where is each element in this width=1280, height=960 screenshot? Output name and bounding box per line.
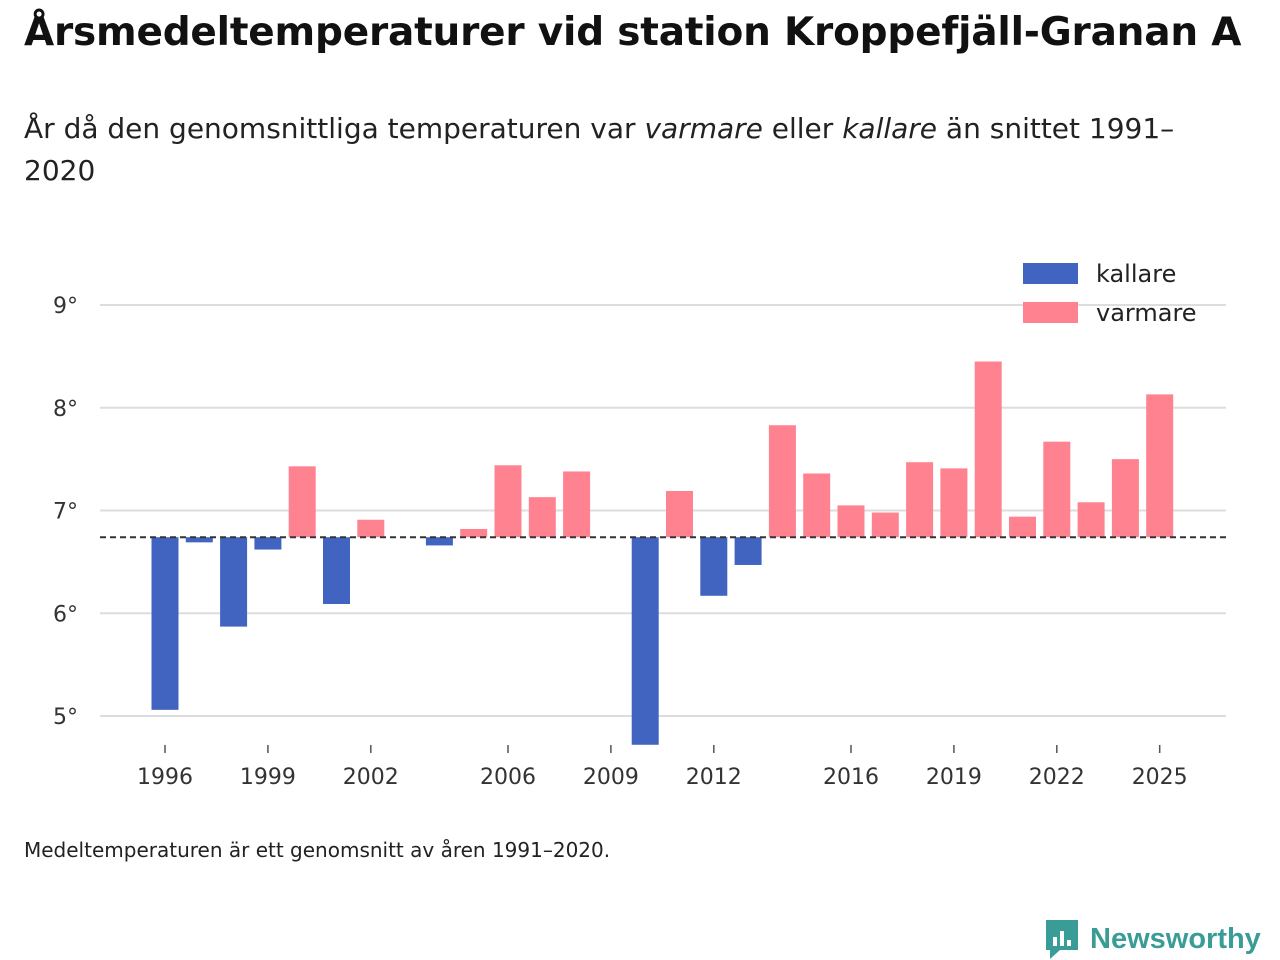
chart-title: Årsmedeltemperaturer vid station Kroppef… xyxy=(24,10,1242,55)
bar-2024 xyxy=(1111,459,1139,538)
x-tick-label: 2002 xyxy=(343,765,399,790)
y-tick-label: 5° xyxy=(53,705,78,730)
bar-2006 xyxy=(494,465,522,538)
bar-1996 xyxy=(151,537,179,710)
bar-2020 xyxy=(974,361,1002,538)
chart-note: Medeltemperaturen är ett genomsnitt av å… xyxy=(24,838,611,862)
subtitle-part-2: eller xyxy=(762,112,843,145)
newsworthy-logo-icon xyxy=(1046,920,1078,959)
x-tick-label: 2022 xyxy=(1029,765,1085,790)
bar-2021 xyxy=(1009,516,1036,538)
bar-2001 xyxy=(323,537,350,605)
x-tick-label: 2019 xyxy=(926,765,982,790)
bar-2010 xyxy=(631,537,659,745)
y-tick-label: 6° xyxy=(53,602,78,627)
x-tick-label: 2012 xyxy=(686,765,742,790)
bar-2002 xyxy=(357,519,385,538)
y-tick-label: 9° xyxy=(53,294,78,319)
brand-name: Newsworthy xyxy=(1090,922,1261,955)
legend-swatch-kallare xyxy=(1023,263,1078,284)
bar-2011 xyxy=(666,490,693,538)
x-tick-label: 1996 xyxy=(137,765,193,790)
newsworthy-brand[interactable]: Newsworthy xyxy=(1044,918,1261,960)
bar-2017 xyxy=(871,512,899,538)
y-tick-label: 8° xyxy=(53,397,78,422)
bar-1998 xyxy=(220,537,248,627)
bar-2023 xyxy=(1077,502,1105,538)
legend-swatch-varmare xyxy=(1023,302,1078,323)
x-tick-label: 2016 xyxy=(823,765,879,790)
bar-2005 xyxy=(460,528,488,538)
bar-2018 xyxy=(906,462,934,538)
subtitle-part-3: än snittet 1991–2020 xyxy=(24,112,1175,187)
bar-2015 xyxy=(803,473,831,538)
y-tick-label: 7° xyxy=(53,500,78,525)
bar-2022 xyxy=(1043,441,1071,538)
x-tick-label: 2025 xyxy=(1132,765,1188,790)
bar-2013 xyxy=(734,537,762,565)
subtitle-kallare: kallare xyxy=(842,112,938,145)
bar-1997 xyxy=(185,537,213,543)
subtitle-varmare: varmare xyxy=(644,112,763,145)
bar-2004 xyxy=(425,537,453,546)
bar-2007 xyxy=(528,497,556,538)
chart-subtitle: År då den genomsnittliga temperaturen va… xyxy=(24,108,1224,192)
bar-2016 xyxy=(837,505,865,538)
bar-2014 xyxy=(768,425,796,538)
legend-label-varmare: varmare xyxy=(1096,299,1197,327)
legend-label-kallare: kallare xyxy=(1096,260,1176,288)
x-tick-label: 1999 xyxy=(240,765,296,790)
bar-2012 xyxy=(700,537,728,596)
bar-1999 xyxy=(254,537,282,550)
bar-2000 xyxy=(288,466,316,538)
x-tick-label: 2006 xyxy=(480,765,536,790)
bar-chart: 5° 6° 7° 8° 9° 1996 1999 2002 2006 2009 2012 2016 20… xyxy=(53,260,1226,790)
bar-2025 xyxy=(1146,394,1174,538)
subtitle-part-1: År då den genomsnittliga temperaturen va… xyxy=(24,112,645,145)
bar-2008 xyxy=(563,471,591,538)
x-tick-label: 2009 xyxy=(583,765,639,790)
bar-2019 xyxy=(940,468,968,538)
